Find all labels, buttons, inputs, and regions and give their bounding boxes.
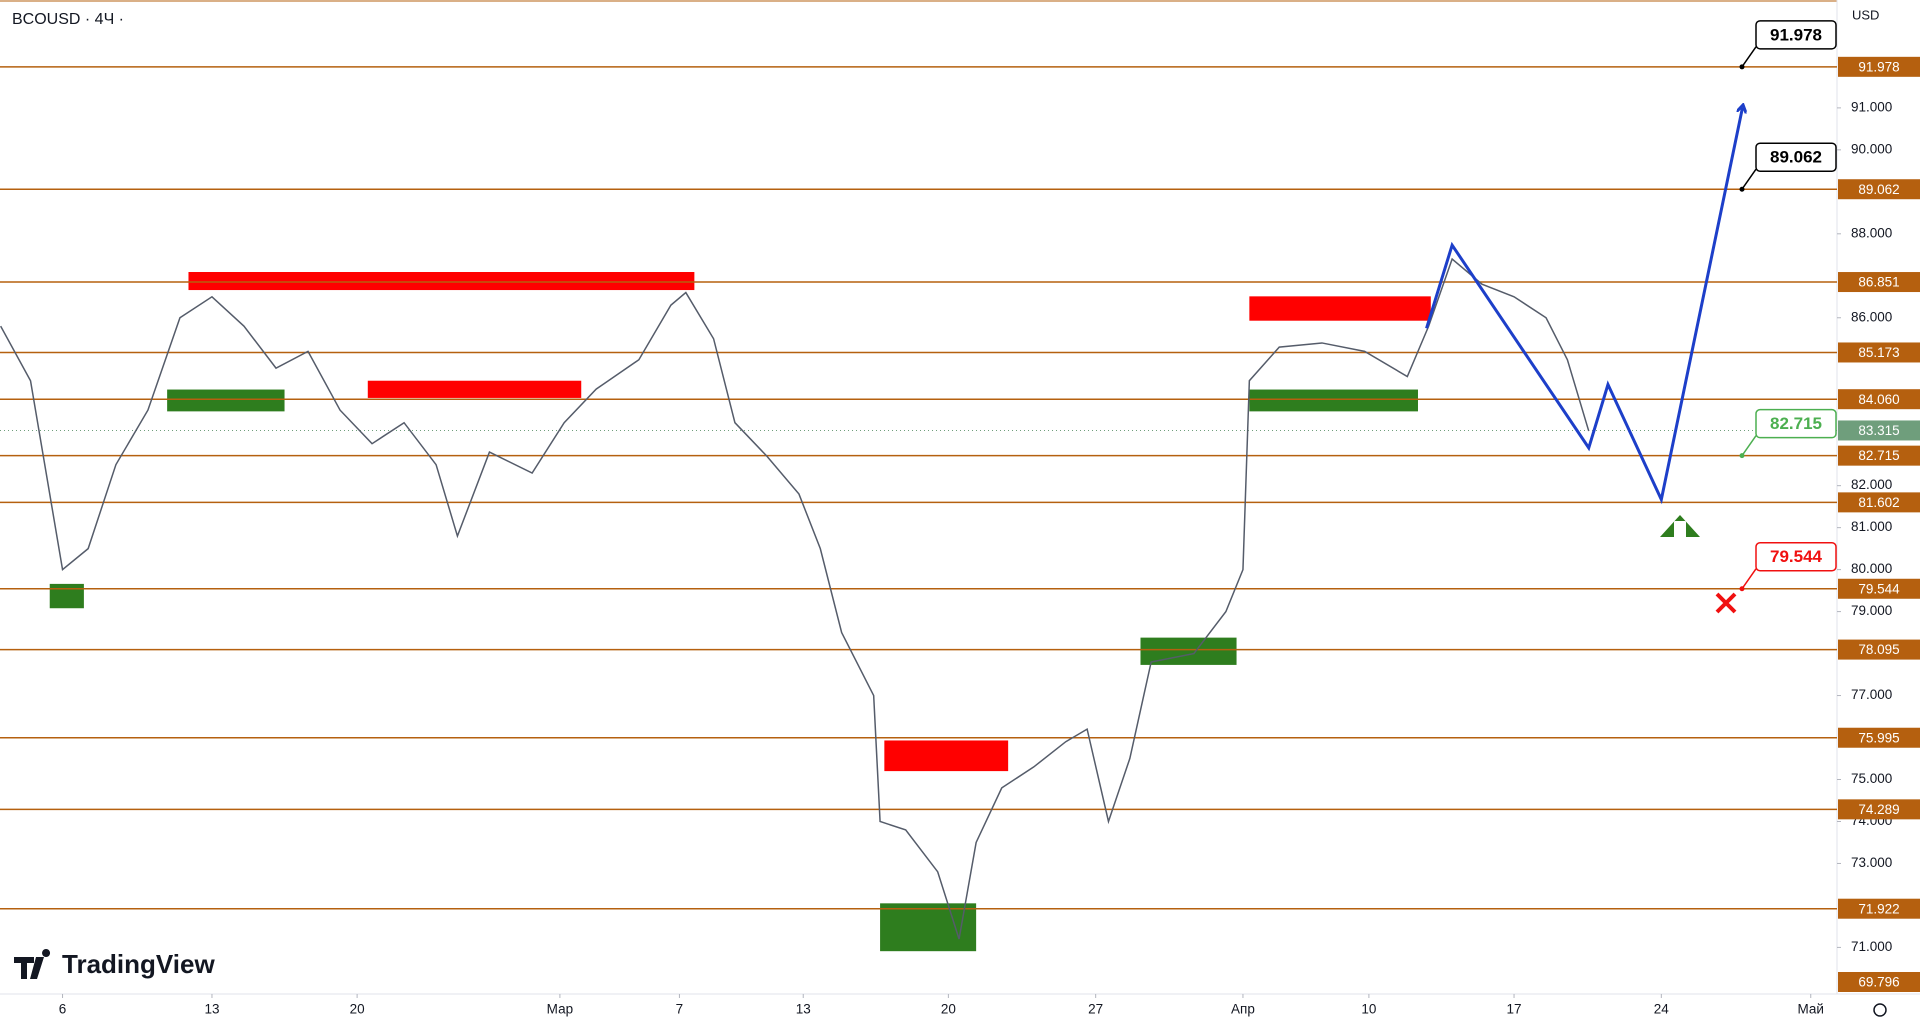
callout-box [1755, 408, 1837, 439]
level-label: 75.995 [1858, 730, 1899, 745]
y-tick-label: 75.000 [1851, 771, 1892, 786]
callout-label: 79.544 [1770, 547, 1823, 566]
level-label-box [1838, 578, 1920, 599]
level-label-box [1838, 727, 1920, 748]
zone [1249, 389, 1418, 412]
y-tick-label: 82.000 [1851, 477, 1892, 492]
x-tick-label: 17 [1507, 1002, 1522, 1017]
price-line [0, 257, 1590, 940]
callout-pointer [1741, 46, 1757, 68]
callout-pointer [1741, 168, 1757, 190]
callout-label: 89.062 [1770, 148, 1822, 167]
zone [1249, 296, 1431, 321]
level-label: 69.796 [1858, 975, 1899, 990]
level-label-box [1838, 56, 1920, 77]
level-label: 82.715 [1858, 448, 1899, 463]
current-price-box [1838, 420, 1920, 441]
y-tick-label: 86.000 [1851, 309, 1892, 324]
y-tick-label: 81.000 [1851, 519, 1892, 534]
x-tick-label: 13 [204, 1002, 219, 1017]
level-label-box [1838, 639, 1920, 660]
level-label: 74.289 [1858, 802, 1899, 817]
logo: TradingView [14, 949, 215, 979]
x-tick-label: 24 [1654, 1002, 1670, 1017]
level-label-box [1838, 799, 1920, 820]
x-tick-label: Мар [547, 1002, 573, 1017]
x-tick-label: 20 [350, 1002, 365, 1017]
symbol-title: BCOUSD · 4Ч · [12, 11, 124, 28]
zone [49, 583, 84, 609]
x-tick-label: 10 [1361, 1002, 1376, 1017]
zone [167, 389, 285, 412]
buy-arrow-icon [1660, 515, 1700, 537]
level-label: 71.922 [1858, 901, 1899, 916]
level-label: 84.060 [1858, 392, 1899, 407]
brand: TradingView [62, 949, 215, 979]
callout-box [1755, 20, 1837, 50]
x-tick-label: 6 [59, 1002, 67, 1017]
callout-label: 91.978 [1770, 25, 1822, 44]
y-tick-label: 88.000 [1851, 225, 1892, 240]
x-tick-label: 20 [941, 1002, 956, 1017]
level-label-box [1838, 445, 1920, 466]
level-label-box [1838, 492, 1920, 513]
y-tick-label: 80.000 [1851, 561, 1892, 576]
y-tick-label: 73.000 [1851, 855, 1892, 870]
zone [884, 740, 1009, 772]
level-label-box [1838, 272, 1920, 293]
y-tick-label: 91.000 [1851, 99, 1892, 114]
level-label: 81.602 [1858, 495, 1899, 510]
y-tick-label: 79.000 [1851, 603, 1892, 618]
y-tick-label: 71.000 [1851, 939, 1892, 954]
zone [880, 903, 977, 952]
forecast-path [1425, 108, 1743, 505]
level-label-box [1838, 179, 1920, 200]
callout-label: 82.715 [1770, 414, 1822, 433]
zone [367, 380, 582, 398]
x-tick-label: Апр [1231, 1002, 1255, 1017]
level-label: 86.851 [1858, 275, 1899, 290]
callout-box [1755, 142, 1837, 172]
level-label: 79.544 [1858, 581, 1900, 596]
stop-cross-icon [1715, 592, 1737, 614]
callout-pointer [1741, 568, 1757, 590]
current-price-label: 83.315 [1858, 423, 1899, 438]
level-label: 91.978 [1858, 59, 1899, 74]
level-label-box [1838, 898, 1920, 919]
level-label-box [1838, 972, 1920, 992]
level-label: 85.173 [1858, 345, 1899, 360]
currency-label: USD [1852, 7, 1879, 22]
zone [188, 272, 695, 291]
logo-icon [14, 949, 51, 979]
x-tick-label: Май [1798, 1002, 1824, 1017]
level-label: 78.095 [1858, 642, 1899, 657]
y-tick-label: 90.000 [1851, 141, 1892, 156]
x-tick-label: 27 [1088, 1002, 1103, 1017]
y-tick-label: 77.000 [1851, 687, 1892, 702]
callout-pointer [1741, 435, 1757, 457]
x-tick-label: 13 [796, 1002, 811, 1017]
x-tick-label: 7 [676, 1002, 684, 1017]
plot-area [0, 66, 1837, 952]
callout-box [1755, 542, 1837, 572]
level-label-box [1838, 389, 1920, 410]
level-label-box [1838, 342, 1920, 363]
settings-icon[interactable] [1873, 1003, 1887, 1017]
level-label: 89.062 [1858, 182, 1899, 197]
